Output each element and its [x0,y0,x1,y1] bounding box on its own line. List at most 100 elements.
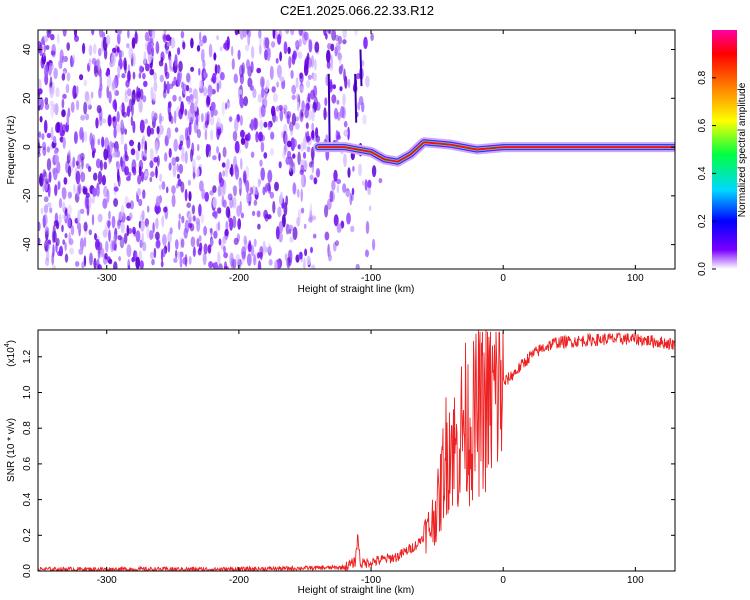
noise-streak [327,73,331,152]
noise-blob [167,241,171,253]
noise-blob [70,225,75,236]
noise-blob [135,149,140,161]
noise-blob [314,58,317,71]
noise-blob [128,47,134,59]
trace-core [317,141,675,163]
noise-blob [142,189,146,199]
noise-blob [329,78,333,91]
noise-blob [149,176,153,183]
noise-blob [52,81,55,95]
noise-blob [102,198,108,209]
noise-blob [106,74,112,88]
noise-blob [138,159,144,171]
noise-blob [209,114,215,126]
noise-blob [86,96,92,108]
noise-blob [237,49,241,60]
snr-y-tick-label: 0.2 [22,528,33,542]
noise-blob [350,225,355,233]
noise-blob [147,42,152,55]
noise-blob [262,98,265,105]
noise-blob [300,85,304,92]
noise-blob [121,73,126,79]
noise-blob [244,137,249,149]
noise-blob [73,183,76,194]
noise-blob [309,174,314,181]
noise-blob [90,137,95,152]
noise-blob [204,120,208,129]
noise-blob [230,163,234,177]
noise-blob [132,226,136,235]
noise-blob [178,96,182,102]
spectrogram-y-tick-label: -40 [22,237,33,252]
noise-blob [276,81,279,88]
noise-blob [113,186,119,192]
noise-blob [128,212,133,220]
noise-blob [232,258,237,269]
noise-blob [234,166,240,180]
noise-blob [265,182,270,192]
noise-blob [139,220,145,232]
noise-blob [333,107,339,120]
noise-blob [83,186,88,195]
spectrogram-y-tick-label: 0 [22,144,33,150]
noise-blob [74,217,78,224]
noise-blob [124,166,129,176]
noise-blob [347,167,351,178]
noise-blob [67,149,71,160]
colorbar-tick-label: 0.4 [697,166,708,180]
noise-blob [278,220,284,234]
noise-blob [113,198,119,207]
noise-blob [59,55,63,69]
noise-blob [169,65,173,72]
noise-blob [347,126,350,141]
noise-blob [126,43,130,49]
noise-blob [303,257,306,269]
noise-blob [88,58,92,67]
noise-blob [231,58,235,70]
noise-blob [372,238,376,251]
noise-blob [46,30,51,38]
noise-blob [195,217,201,225]
noise-blob [103,185,108,198]
noise-blob [363,36,368,50]
noise-blob [303,159,308,171]
noise-blob [126,105,131,117]
noise-blob [259,251,263,261]
noise-blob [293,138,297,148]
noise-blob [287,150,292,159]
noise-blob [342,30,347,39]
noise-blob [44,103,50,110]
noise-blob [333,214,339,227]
noise-blob [163,80,167,94]
noise-blob [178,60,183,72]
noise-blob [344,190,350,197]
noise-blob [236,205,241,218]
snr-frame [37,329,676,572]
noise-blob [358,163,362,177]
noise-blob [232,130,238,142]
noise-blob [156,205,161,214]
noise-blob [64,233,68,239]
noise-blob [95,158,101,169]
noise-blob [153,80,158,93]
noise-blob [42,146,47,156]
noise-blob [113,126,117,139]
noise-blob [297,144,302,150]
noise-blob [173,257,178,263]
noise-blob [118,256,122,262]
noise-blob [103,148,109,161]
noise-blob [324,231,330,241]
noise-blob [283,104,288,113]
noise-blob [64,242,67,251]
noise-blob [187,179,191,186]
noise-blob [312,72,318,82]
noise-blob [219,46,223,52]
noise-blob [83,131,88,143]
noise-blob [268,259,273,266]
noise-blob [370,32,374,42]
noise-blob [250,118,254,131]
noise-blob [310,130,315,141]
noise-blob [240,137,246,145]
noise-blob [93,65,99,78]
